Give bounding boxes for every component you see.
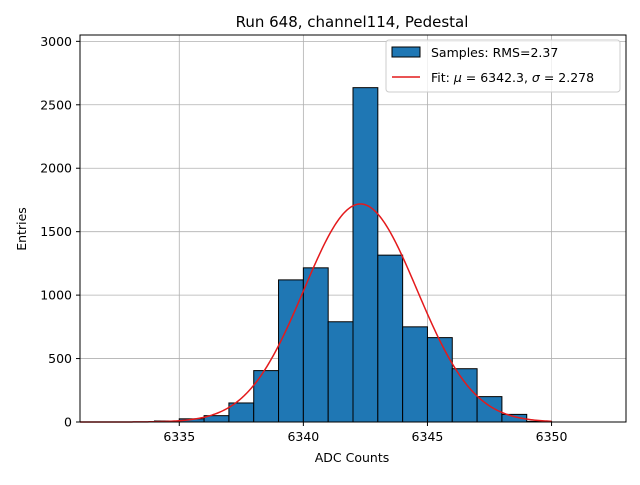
x-tick-label: 6350 [536, 429, 568, 444]
histogram-bar [426, 337, 453, 423]
histogram-bar [253, 370, 280, 423]
chart-title: Run 648, channel114, Pedestal [236, 13, 469, 31]
axes [79, 34, 627, 423]
x-tick-label: 6335 [163, 429, 195, 444]
histogram-bar [302, 267, 329, 423]
legend-fit-mu-symbol: μ [453, 70, 462, 85]
legend-fit-mu-value: = 6342.3, [462, 70, 532, 85]
x-axis-label: ADC Counts [315, 450, 390, 465]
histogram-bar [451, 368, 478, 423]
x-tick-label: 6340 [287, 429, 319, 444]
y-tick-label: 3000 [40, 34, 72, 49]
histogram-bar [352, 87, 379, 423]
y-tick-label: 500 [48, 351, 72, 366]
x-tick-label: 6345 [412, 429, 444, 444]
plot-frame [79, 34, 627, 423]
legend-label-fit: Fit: μ = 6342.3, σ = 2.278 [431, 70, 594, 85]
y-tick-label: 1000 [40, 288, 72, 303]
histogram-bars [153, 87, 553, 423]
legend-box [385, 39, 621, 93]
y-axis-label: Entries [14, 207, 29, 251]
legend-label-samples: Samples: RMS=2.37 [431, 45, 558, 60]
histogram-bar [402, 326, 428, 423]
legend-patch-samples [391, 46, 421, 58]
legend-fit-sigma-symbol: σ [532, 70, 541, 85]
legend-fit-sigma-value: = 2.278 [540, 70, 594, 85]
ticks: 6335 6340 6345 6350 0 500 1000 1500 2000 2500 3000 [40, 34, 567, 444]
y-tick-label: 2500 [40, 97, 72, 112]
histogram-bar [476, 396, 503, 423]
histogram-bar [377, 254, 404, 423]
legend-fit-prefix: Fit: [431, 70, 454, 85]
y-tick-label: 0 [64, 415, 72, 430]
legend: Samples: RMS=2.37 Fit: μ = 6342.3, σ = 2… [385, 39, 621, 93]
y-tick-label: 1500 [40, 224, 72, 239]
histogram-bar [327, 321, 354, 423]
y-tick-label: 2000 [40, 161, 72, 176]
